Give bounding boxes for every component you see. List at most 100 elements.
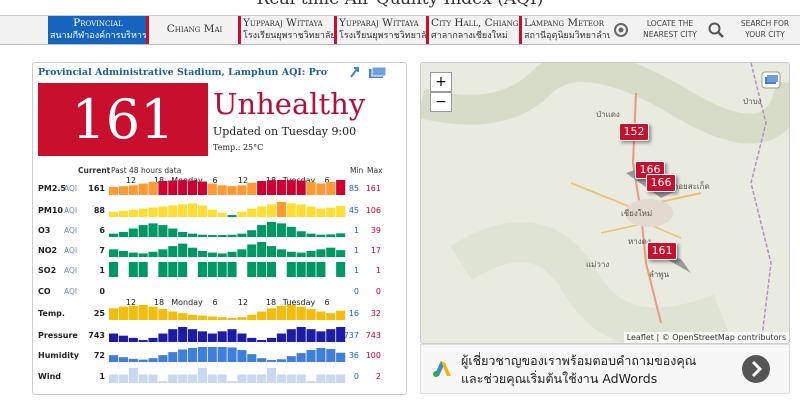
- aqi-marker[interactable]: 166: [646, 174, 676, 192]
- history-bar: [207, 333, 217, 342]
- min-value: 1: [354, 266, 359, 275]
- current-value: 1: [99, 266, 105, 275]
- place-label: หางดง: [628, 237, 651, 246]
- history-bar: [118, 374, 128, 383]
- history-bar: [326, 181, 336, 195]
- panel-icons[interactable]: [347, 65, 391, 81]
- history-bar: [138, 253, 148, 257]
- history-bar: [227, 381, 237, 383]
- history-bar: [118, 231, 128, 237]
- history-bar: [178, 327, 188, 342]
- history-bar: [247, 374, 257, 383]
- history-bar: [227, 329, 237, 342]
- current-value: 72: [94, 351, 105, 360]
- history-bar: [188, 203, 198, 217]
- nav-tab[interactable]: Yupparaj Wittaya โรงเรียนยุพราชวิทยาลัย: [334, 16, 426, 44]
- time-label: 12: [126, 176, 136, 185]
- time-label: 18: [154, 298, 164, 307]
- history-bar: [207, 183, 217, 195]
- zoom-out[interactable]: −: [430, 92, 452, 112]
- history-bar: [316, 331, 326, 342]
- history-bar: [276, 359, 286, 362]
- history-bar: [316, 311, 326, 320]
- nav-tab[interactable]: Chiang Mai: [146, 16, 238, 44]
- history-bar: [148, 337, 158, 342]
- history-bar: [267, 180, 277, 195]
- column-header: Current: [78, 166, 111, 175]
- tab-title: Chiang Mai: [166, 23, 223, 35]
- history-bar: [128, 228, 138, 237]
- history-bar: [168, 311, 178, 320]
- aqi-marker[interactable]: 161: [647, 242, 677, 260]
- history-bar: [178, 374, 188, 383]
- history-bar: [267, 204, 277, 217]
- locate-icon[interactable]: [612, 21, 630, 39]
- history-bar: [158, 206, 168, 217]
- history-bar: [286, 305, 296, 320]
- history-bar: [296, 262, 306, 277]
- history-bar: [217, 185, 227, 195]
- history-bar: [227, 262, 237, 277]
- history-bar: [306, 206, 316, 217]
- map-background: [421, 63, 789, 343]
- history-bar: [128, 337, 138, 342]
- search-icon[interactable]: [707, 21, 725, 39]
- map[interactable]: + − ป่าแดง เชียงใหม่ ดอยสะเก็ด หางดง ลำพ…: [420, 62, 790, 344]
- max-value: 0: [376, 287, 381, 296]
- history-bar: [138, 374, 148, 383]
- history-bar: [247, 262, 257, 277]
- history-bar: [188, 233, 198, 237]
- history-bar: [326, 374, 336, 383]
- history-bar: [276, 223, 286, 237]
- min-value: 737: [344, 331, 359, 340]
- history-bar: [326, 207, 336, 217]
- history-bar: [257, 311, 267, 320]
- zoom-in[interactable]: +: [430, 72, 452, 92]
- history-bar: [207, 316, 217, 320]
- history-bar: [257, 340, 267, 342]
- time-label: Monday: [171, 298, 203, 307]
- history-bar: [326, 313, 336, 320]
- search-button[interactable]: Search for your city: [740, 19, 790, 39]
- history-bar: [217, 317, 227, 320]
- history-bar: [257, 242, 267, 257]
- history-bar: [247, 182, 257, 195]
- history-bar: [276, 374, 286, 383]
- current-value: 6: [99, 226, 105, 235]
- history-bar: [336, 352, 346, 362]
- aqi-marker[interactable]: 152: [619, 123, 649, 141]
- history-bar: [296, 204, 306, 217]
- history-bar: [336, 205, 346, 217]
- time-label: Tuesday: [282, 298, 316, 307]
- history-bar: [267, 262, 277, 277]
- nav-tab[interactable]: Yupparaj Wittaya โรงเรียนยุพราชวิทยาลัย: [238, 16, 334, 44]
- ad-banner[interactable]: ผู้เชี่ยวชาญของเราพร้อมตอบคำถามของคุณ แล…: [420, 344, 790, 394]
- max-value: 2: [376, 372, 381, 381]
- history-bar: [207, 374, 217, 383]
- history-bar: [197, 250, 207, 257]
- locate-button[interactable]: Locate the nearest city: [643, 19, 697, 39]
- nav-tab[interactable]: City Hall, Chiang ศาลากลางเชียงใหม่: [426, 16, 519, 44]
- nav-tab[interactable]: Lampang Meteor สถานีอุตุนิยมวิทยาลำปาง: [519, 16, 610, 44]
- ad-arrow[interactable]: [741, 354, 771, 384]
- row-name: PM2.5: [38, 184, 66, 193]
- history-bar: [316, 374, 326, 383]
- history-bar: [207, 209, 217, 217]
- history-bar: [168, 262, 178, 277]
- history-bar: [316, 208, 326, 217]
- history-bar: [227, 318, 237, 320]
- history-bar: [316, 262, 326, 277]
- history-bar: [158, 355, 168, 362]
- map-attribution: Leaflet | © OpenStreetMap contributors: [623, 332, 789, 343]
- row-unit: AQI: [64, 287, 77, 296]
- history-bar: [138, 225, 148, 237]
- nav-tab[interactable]: Provincial สนามกีฬาองค์การบริหาร: [48, 16, 146, 44]
- min-value: 0: [354, 287, 359, 296]
- layers-button[interactable]: [761, 71, 781, 89]
- history-bar: [109, 262, 119, 277]
- history-bar: [207, 235, 217, 237]
- history-bar: [296, 327, 306, 342]
- history-bar: [237, 211, 247, 217]
- history-bar: [316, 234, 326, 237]
